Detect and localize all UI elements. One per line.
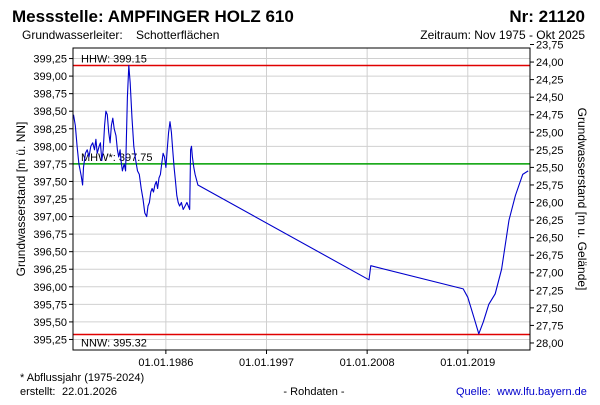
y-axis-label-right: Grundwasserstand [m u. Gelände] — [575, 108, 589, 291]
y-tick-label-left: 398,75 — [33, 89, 67, 101]
y-tick-label-left: 397,75 — [33, 159, 67, 171]
right-axis: 23,75 24,00 24,25 24,50 24,75 25,00 25,25 25,50… — [530, 39, 564, 350]
y-tick-label-right: 26,00 — [536, 198, 564, 210]
y-tick-label-right: 24,25 — [536, 75, 564, 87]
y-tick-label-right: 27,75 — [536, 320, 564, 332]
reference-label-mhw: MHW*: 397.75 — [81, 152, 153, 164]
reference-lines: HHW: 399.15 MHW*: 397.75 NNW: 395.32 — [73, 54, 530, 350]
source-link[interactable]: www.lfu.bayern.de — [496, 386, 587, 398]
y-tick-label-left: 395,25 — [33, 334, 67, 346]
aquifer-value: Schotterflächen — [136, 28, 219, 42]
series-line-groundwater-level — [72, 65, 529, 335]
source-label: Quelle: — [456, 386, 491, 398]
raw-data-label: - Rohdaten - — [283, 386, 344, 398]
y-tick-label-left: 398,25 — [33, 124, 67, 136]
reference-label-hhw: HHW: 399.15 — [81, 54, 147, 66]
y-tick-label-right: 24,50 — [536, 92, 564, 104]
y-tick-label-left: 398,50 — [33, 106, 67, 118]
x-tick-label: 01.01.2008 — [340, 357, 395, 369]
y-tick-label-left: 396,25 — [33, 264, 67, 276]
y-tick-label-right: 26,25 — [536, 215, 564, 227]
series-layer — [72, 65, 529, 335]
y-axis-label-left: Grundwasserstand [m ü. NN] — [14, 122, 28, 277]
y-tick-label-right: 23,75 — [536, 39, 564, 51]
y-tick-label-right: 25,25 — [536, 145, 564, 157]
y-tick-label-right: 27,25 — [536, 285, 564, 297]
y-tick-label-right: 28,00 — [536, 338, 564, 350]
left-axis: 395,25 395,50 395,75 396,00 396,25 396,50 396,… — [33, 54, 73, 346]
y-tick-label-right: 26,50 — [536, 233, 564, 245]
y-tick-label-left: 396,50 — [33, 247, 67, 259]
x-tick-label: 01.01.2019 — [440, 357, 495, 369]
y-tick-label-right: 25,50 — [536, 162, 564, 174]
y-tick-label-right: 27,00 — [536, 268, 564, 280]
y-tick-label-left: 397,50 — [33, 176, 67, 188]
created-date: 22.01.2026 — [62, 386, 117, 398]
y-tick-label-left: 396,00 — [33, 282, 67, 294]
y-tick-label-left: 399,25 — [33, 54, 67, 66]
station-number: Nr: 21120 — [509, 7, 585, 26]
y-tick-label-right: 24,75 — [536, 110, 564, 122]
x-tick-label: 01.01.1997 — [239, 357, 294, 369]
reference-label-nnw: NNW: 395.32 — [81, 338, 147, 350]
y-tick-label-right: 26,75 — [536, 250, 564, 262]
y-tick-label-left: 397,25 — [33, 194, 67, 206]
created-label: erstellt: — [20, 386, 55, 398]
y-tick-label-left: 395,75 — [33, 299, 67, 311]
y-tick-label-right: 25,00 — [536, 127, 564, 139]
aquifer-label: Grundwasserleiter: — [22, 28, 123, 42]
x-axis: 01.01.1986 01.01.1997 01.01.2008 01.01.2019 — [138, 350, 495, 369]
y-tick-label-right: 27,50 — [536, 303, 564, 315]
y-tick-label-left: 399,00 — [33, 71, 67, 83]
station-title: Messstelle: AMPFINGER HOLZ 610 — [12, 7, 294, 26]
period-label: Zeitraum: Nov 1975 - Okt 2025 — [420, 28, 585, 42]
y-tick-label-left: 398,00 — [33, 141, 67, 153]
y-tick-label-left: 395,50 — [33, 317, 67, 329]
footnote: * Abflussjahr (1975-2024) — [20, 372, 144, 384]
grid-layer — [73, 48, 530, 350]
y-tick-label-left: 397,00 — [33, 212, 67, 224]
y-tick-label-left: 396,75 — [33, 229, 67, 241]
x-tick-label: 01.01.1986 — [138, 357, 193, 369]
y-tick-label-right: 25,75 — [536, 180, 564, 192]
y-tick-label-right: 24,00 — [536, 57, 564, 69]
